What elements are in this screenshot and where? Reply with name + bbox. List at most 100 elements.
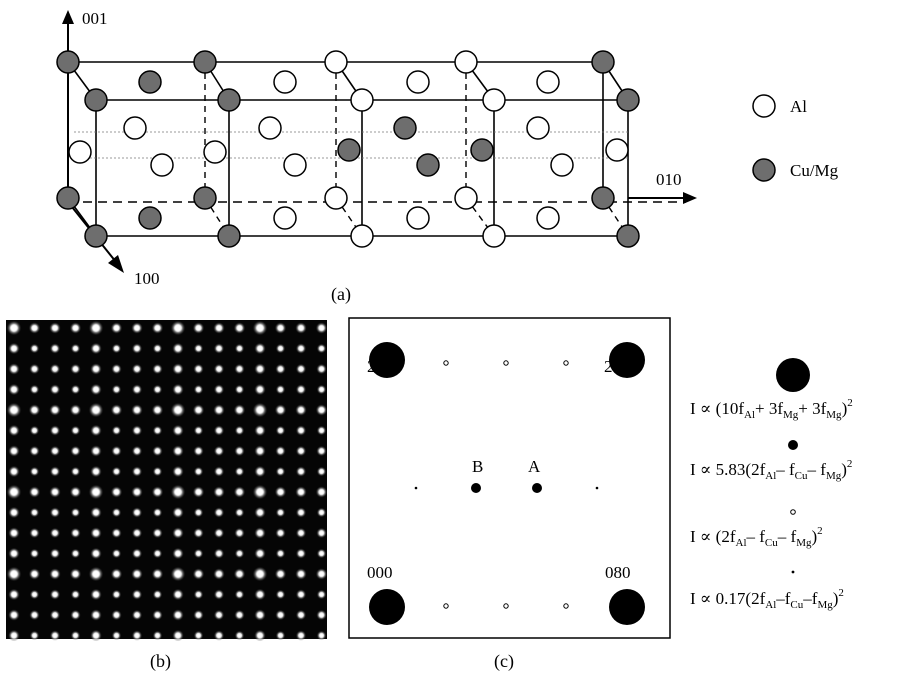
diffraction-spot [258, 531, 262, 535]
diffraction-spot [319, 490, 324, 494]
diffraction-spot [94, 387, 98, 392]
cu-mg-atom [616, 224, 640, 248]
diffraction-spot [237, 531, 242, 535]
diffraction-spot [279, 593, 282, 596]
diffraction-spot [258, 592, 262, 597]
diffraction-spot [73, 326, 78, 330]
diffraction-spot [319, 408, 324, 412]
schematic-spots [369, 342, 645, 625]
al-atom [406, 206, 430, 230]
diffraction-spot [135, 408, 139, 412]
diffraction-spot [32, 490, 37, 494]
diffraction-spot [73, 531, 78, 535]
diffraction-spot [238, 634, 241, 637]
cu-mg-atom [138, 206, 162, 230]
legend-tiny-spot [791, 570, 795, 574]
diffraction-spot [258, 613, 262, 617]
formula-2: I ∝ 5.83(2fAl– fCu– fMg)2 [690, 458, 852, 482]
diffraction-spot [299, 490, 303, 494]
diffraction-spot [258, 449, 262, 453]
diffraction-spot [94, 592, 98, 597]
diffraction-spot [175, 325, 181, 331]
diffraction-spot [299, 551, 303, 556]
diffraction-spot [32, 613, 37, 617]
diffraction-spot [94, 469, 98, 474]
small-ring-spot [443, 603, 449, 609]
diffraction-spot [32, 449, 37, 453]
diffraction-spot [257, 489, 263, 495]
diffraction-spot [74, 593, 77, 596]
diffraction-spot [135, 449, 139, 453]
diffraction-spot [32, 367, 37, 371]
diffraction-spot [74, 470, 77, 473]
cu-mg-atom [193, 50, 217, 74]
diffraction-spot [279, 347, 282, 350]
diffraction-spot [114, 572, 119, 576]
cu-mg-atom [56, 186, 80, 210]
spot-label-a: A [528, 457, 541, 476]
diffraction-spot [320, 429, 323, 432]
lattice-atoms [56, 50, 640, 248]
diffraction-spot [258, 387, 262, 392]
diffraction-spot [53, 469, 57, 474]
al-atom [526, 116, 550, 140]
diffraction-spot [319, 367, 324, 371]
diffraction-spot [197, 470, 200, 473]
diffraction-spot [176, 367, 180, 371]
diffraction-spot [12, 551, 16, 556]
diffraction-spot [53, 428, 57, 433]
diffraction-spot [299, 510, 303, 515]
tiny-diffraction-spot [595, 486, 599, 490]
diffraction-spot [156, 511, 159, 514]
cu-mg-atom [193, 186, 217, 210]
diffraction-spot [279, 388, 282, 391]
diffraction-spot [258, 428, 262, 433]
diffraction-spot [155, 326, 160, 330]
diffraction-spot [176, 449, 180, 453]
formula-3: I ∝ (2fAl– fCu– fMg)2 [690, 525, 823, 549]
diffraction-spot [74, 388, 77, 391]
diffraction-spot [135, 633, 139, 638]
small-ring-spot [503, 603, 509, 609]
cu-mg-atom [84, 224, 108, 248]
diffraction-spot [73, 490, 78, 494]
axis-100-arrowhead [108, 255, 124, 273]
diffraction-spot [197, 634, 200, 637]
diffraction-spot [299, 572, 303, 576]
diffraction-spot [278, 408, 283, 412]
diffraction-spot [299, 326, 303, 330]
schematic-frame [348, 317, 671, 639]
diffraction-spot [257, 571, 263, 577]
al-atom [482, 88, 506, 112]
formula-4: I ∝ 0.17(2fAl–fCu–fMg)2 [690, 587, 844, 611]
diffraction-spot [238, 429, 241, 432]
diffraction-spot [114, 531, 119, 535]
al-atom [406, 70, 430, 94]
diffraction-spot [115, 511, 118, 514]
diffraction-spot [33, 593, 36, 596]
diffraction-spot [73, 613, 78, 617]
label-000: 000 [367, 563, 393, 582]
cu-mg-atom [217, 224, 241, 248]
spot-label-b: B [472, 457, 483, 476]
large-diffraction-spot [369, 589, 405, 625]
diffraction-spot [197, 347, 200, 350]
diffraction-spot [53, 490, 57, 494]
diffraction-spot [278, 326, 283, 330]
legend-cumg-label: Cu/Mg [790, 161, 839, 180]
diffraction-spot [299, 531, 303, 535]
diffraction-spot [217, 387, 221, 392]
diffraction-spot [53, 592, 57, 597]
diffraction-spot [115, 347, 118, 350]
diffraction-spot [237, 490, 242, 494]
diffraction-spot [155, 572, 160, 576]
diffraction-spot [196, 326, 201, 330]
diffraction-spot [12, 510, 16, 515]
diffraction-spot [217, 510, 221, 515]
diffraction-spot [176, 428, 180, 433]
diffraction-spot [33, 511, 36, 514]
legend-medium-spot [788, 440, 798, 450]
diffraction-spot [237, 613, 242, 617]
diffraction-spot [320, 511, 323, 514]
diffraction-spot [217, 531, 221, 535]
